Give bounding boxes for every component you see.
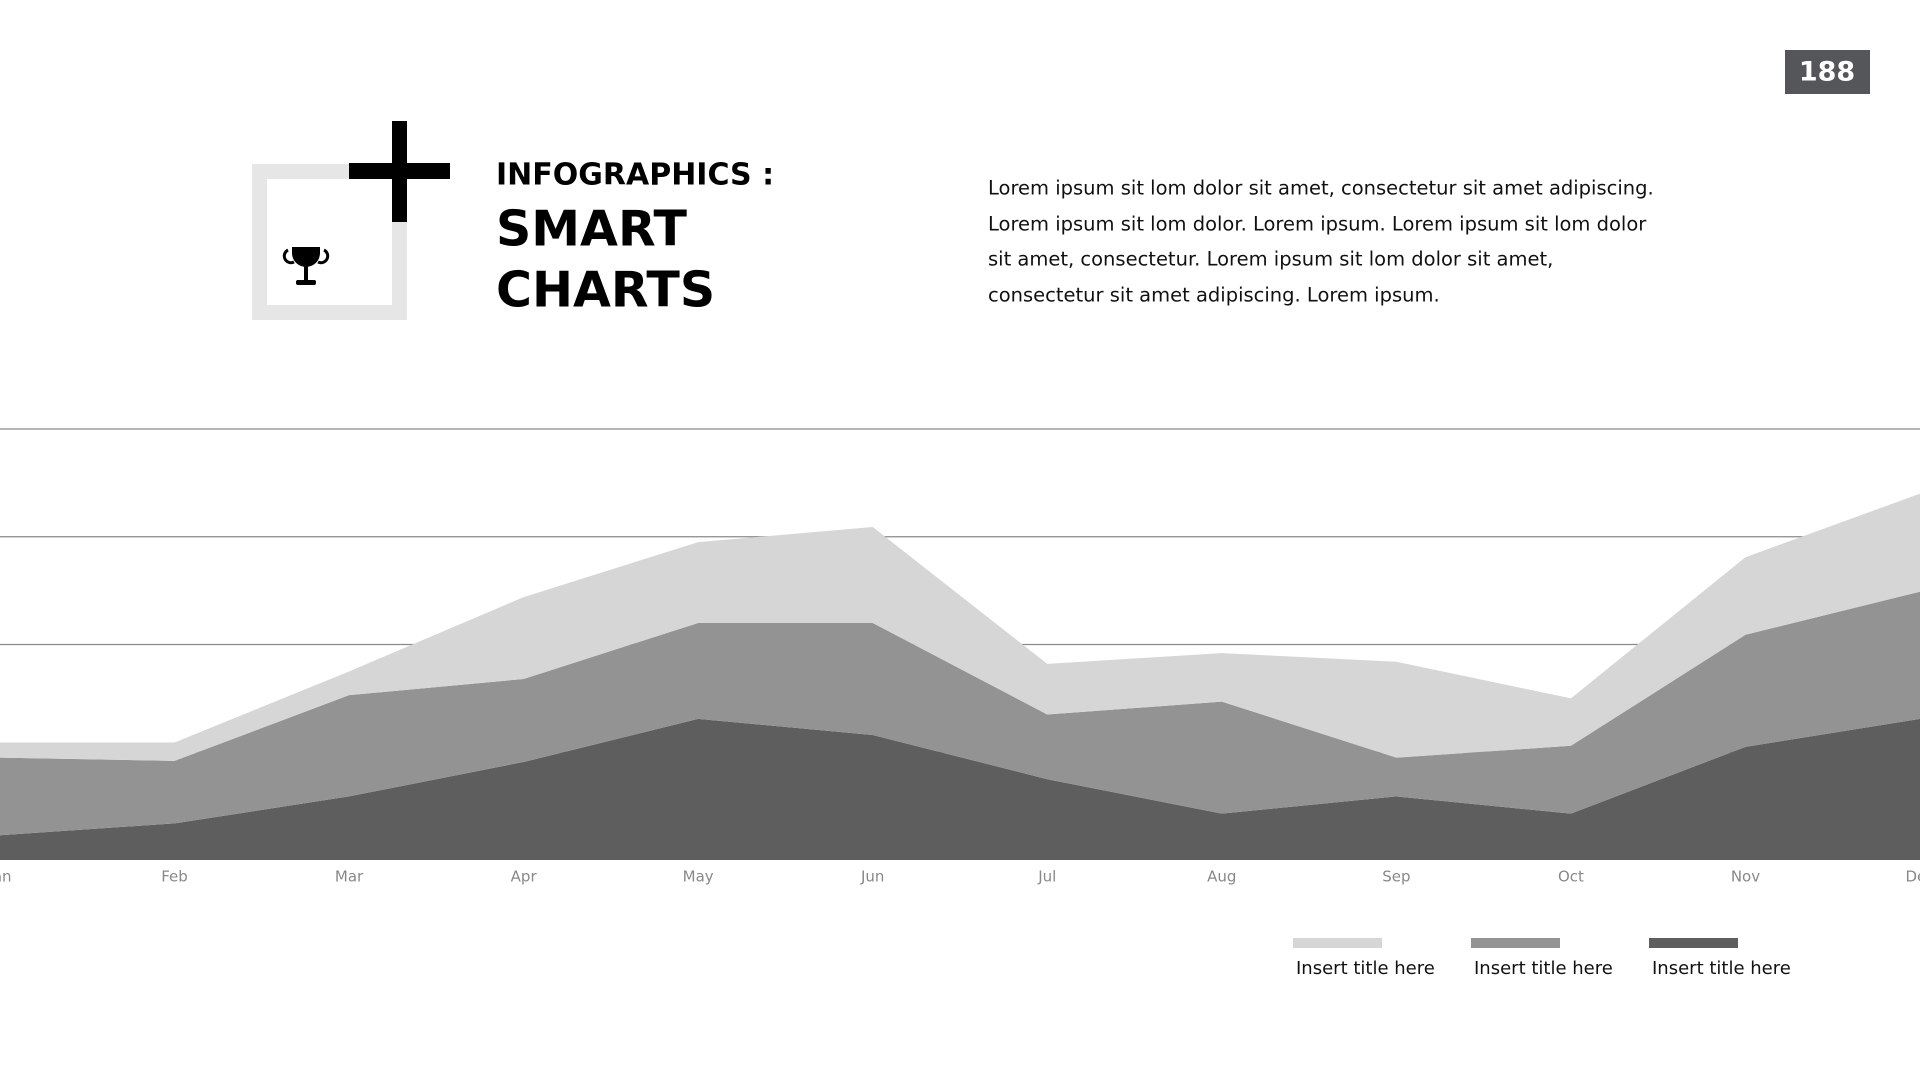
legend-swatch xyxy=(1649,938,1738,948)
x-tick-label: Jan xyxy=(0,868,12,886)
legend-swatch xyxy=(1471,938,1560,948)
area xyxy=(0,591,1920,836)
title-line: SMART xyxy=(496,201,688,258)
paragraph-line: consectetur sit amet adipiscing. Lorem i… xyxy=(988,284,1440,307)
x-tick-label: Aug xyxy=(1207,868,1236,886)
title-line: CHARTS xyxy=(496,262,715,319)
trophy-icon xyxy=(282,247,330,285)
paragraph-line: Lorem ipsum sit lom dolor. Lorem ipsum. … xyxy=(988,213,1647,236)
page-number-box xyxy=(1785,50,1870,94)
x-tick-label: Jun xyxy=(860,868,884,886)
x-tick-label: Nov xyxy=(1731,868,1760,886)
x-tick-label: Dec xyxy=(1905,868,1920,886)
x-tick-label: May xyxy=(683,868,714,886)
paragraph-line: Lorem ipsum sit lom dolor sit amet, cons… xyxy=(988,177,1654,200)
legend-label: Insert title here xyxy=(1652,958,1791,979)
title-kicker: INFOGRAPHICS : xyxy=(496,158,774,193)
x-tick-label: Jul xyxy=(1037,868,1056,886)
area xyxy=(0,718,1920,860)
icon-frame xyxy=(252,164,407,320)
legend-label: Insert title here xyxy=(1474,958,1613,979)
x-tick-label: Feb xyxy=(161,868,188,886)
area xyxy=(0,493,1920,761)
x-tick-label: Oct xyxy=(1558,868,1584,886)
x-tick-label: Mar xyxy=(335,868,364,886)
x-tick-label: Sep xyxy=(1382,868,1410,886)
icon-cross-h xyxy=(349,163,450,179)
legend-label: Insert title here xyxy=(1296,958,1435,979)
x-tick-label: Apr xyxy=(511,868,538,886)
paragraph-line: sit amet, consectetur. Lorem ipsum sit l… xyxy=(988,248,1553,271)
legend-swatch xyxy=(1293,938,1382,948)
page-number: 188 xyxy=(1799,57,1855,88)
